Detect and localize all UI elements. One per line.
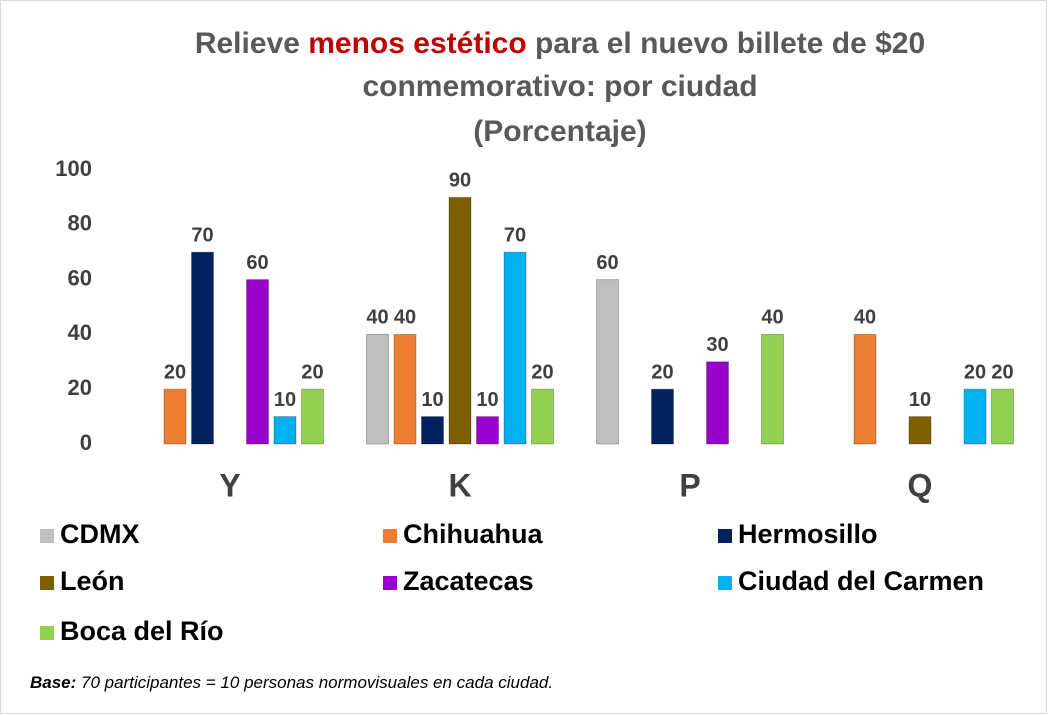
- value-label: 60: [246, 252, 268, 274]
- y-tick-label: 40: [68, 320, 92, 345]
- bar: [366, 333, 389, 445]
- bar: [651, 388, 674, 445]
- bar: [191, 251, 214, 445]
- bar: [246, 279, 269, 445]
- value-label: 10: [909, 389, 931, 411]
- legend-swatch: [40, 529, 54, 543]
- bar: [301, 388, 324, 445]
- legend-label: Ciudad del Carmen: [738, 566, 984, 596]
- legend-label: Hermosillo: [738, 519, 878, 549]
- legend-swatch: [383, 576, 397, 590]
- value-label: 60: [596, 252, 618, 274]
- value-label: 10: [274, 389, 296, 411]
- value-label: 20: [964, 361, 986, 383]
- bar: [393, 333, 417, 445]
- chart-title: Relieve menos estético para el nuevo bil…: [195, 27, 925, 60]
- legend-label: Chihuahua: [403, 519, 543, 549]
- bar: [421, 416, 444, 445]
- title-highlight: menos estético: [308, 27, 526, 60]
- x-tick-label: Y: [219, 467, 240, 503]
- value-label: 10: [476, 389, 498, 411]
- x-tick-label: P: [679, 467, 700, 503]
- value-label: 20: [991, 361, 1013, 383]
- bar: [853, 333, 877, 445]
- legend-label: CDMX: [60, 519, 140, 549]
- value-label: 70: [504, 224, 526, 246]
- value-label: 20: [164, 361, 186, 383]
- bar: [476, 416, 499, 445]
- bar: [761, 333, 784, 445]
- bar: [503, 251, 527, 445]
- x-tick-label: K: [448, 467, 471, 503]
- y-tick-label: 20: [68, 375, 92, 400]
- bar: [531, 388, 554, 445]
- bar: [163, 388, 187, 445]
- bar: [273, 416, 297, 445]
- value-label: 40: [394, 307, 416, 329]
- bar: [991, 388, 1014, 445]
- footnote: Base: 70 participantes = 10 personas nor…: [30, 673, 553, 692]
- value-label: 20: [531, 361, 553, 383]
- title-part: Relieve: [195, 27, 308, 60]
- legend-label: Boca del Río: [60, 616, 224, 646]
- value-label: 20: [651, 361, 673, 383]
- y-tick-label: 0: [80, 430, 92, 455]
- bar: [448, 196, 472, 445]
- value-label: 40: [854, 307, 876, 329]
- x-tick-label: Q: [908, 467, 933, 503]
- legend-swatch: [40, 626, 54, 640]
- footnote-label: Base:: [30, 673, 76, 692]
- chart-title: (Porcentaje): [473, 115, 646, 148]
- legend-swatch: [718, 529, 732, 543]
- legend-swatch: [40, 576, 54, 590]
- value-label: 30: [706, 334, 728, 356]
- value-label: 20: [301, 361, 323, 383]
- legend-label: Zacatecas: [403, 566, 534, 596]
- legend-swatch: [383, 529, 397, 543]
- footnote-text: 70 participantes = 10 personas normovisu…: [76, 673, 553, 692]
- chart-title: conmemorativo: por ciudad: [362, 70, 757, 103]
- legend-swatch: [718, 576, 732, 590]
- bar: [963, 388, 987, 445]
- y-tick-label: 100: [55, 156, 92, 181]
- bar: [596, 279, 619, 445]
- value-label: 10: [421, 389, 443, 411]
- value-label: 70: [191, 224, 213, 246]
- value-label: 90: [449, 170, 471, 192]
- bar: [706, 361, 729, 445]
- y-tick-label: 60: [68, 265, 92, 290]
- value-label: 40: [761, 307, 783, 329]
- y-tick-label: 80: [68, 211, 92, 236]
- title-part: para el nuevo billete de $20: [527, 27, 926, 60]
- value-label: 40: [366, 307, 388, 329]
- bar: [908, 416, 932, 445]
- legend-label: León: [60, 566, 125, 596]
